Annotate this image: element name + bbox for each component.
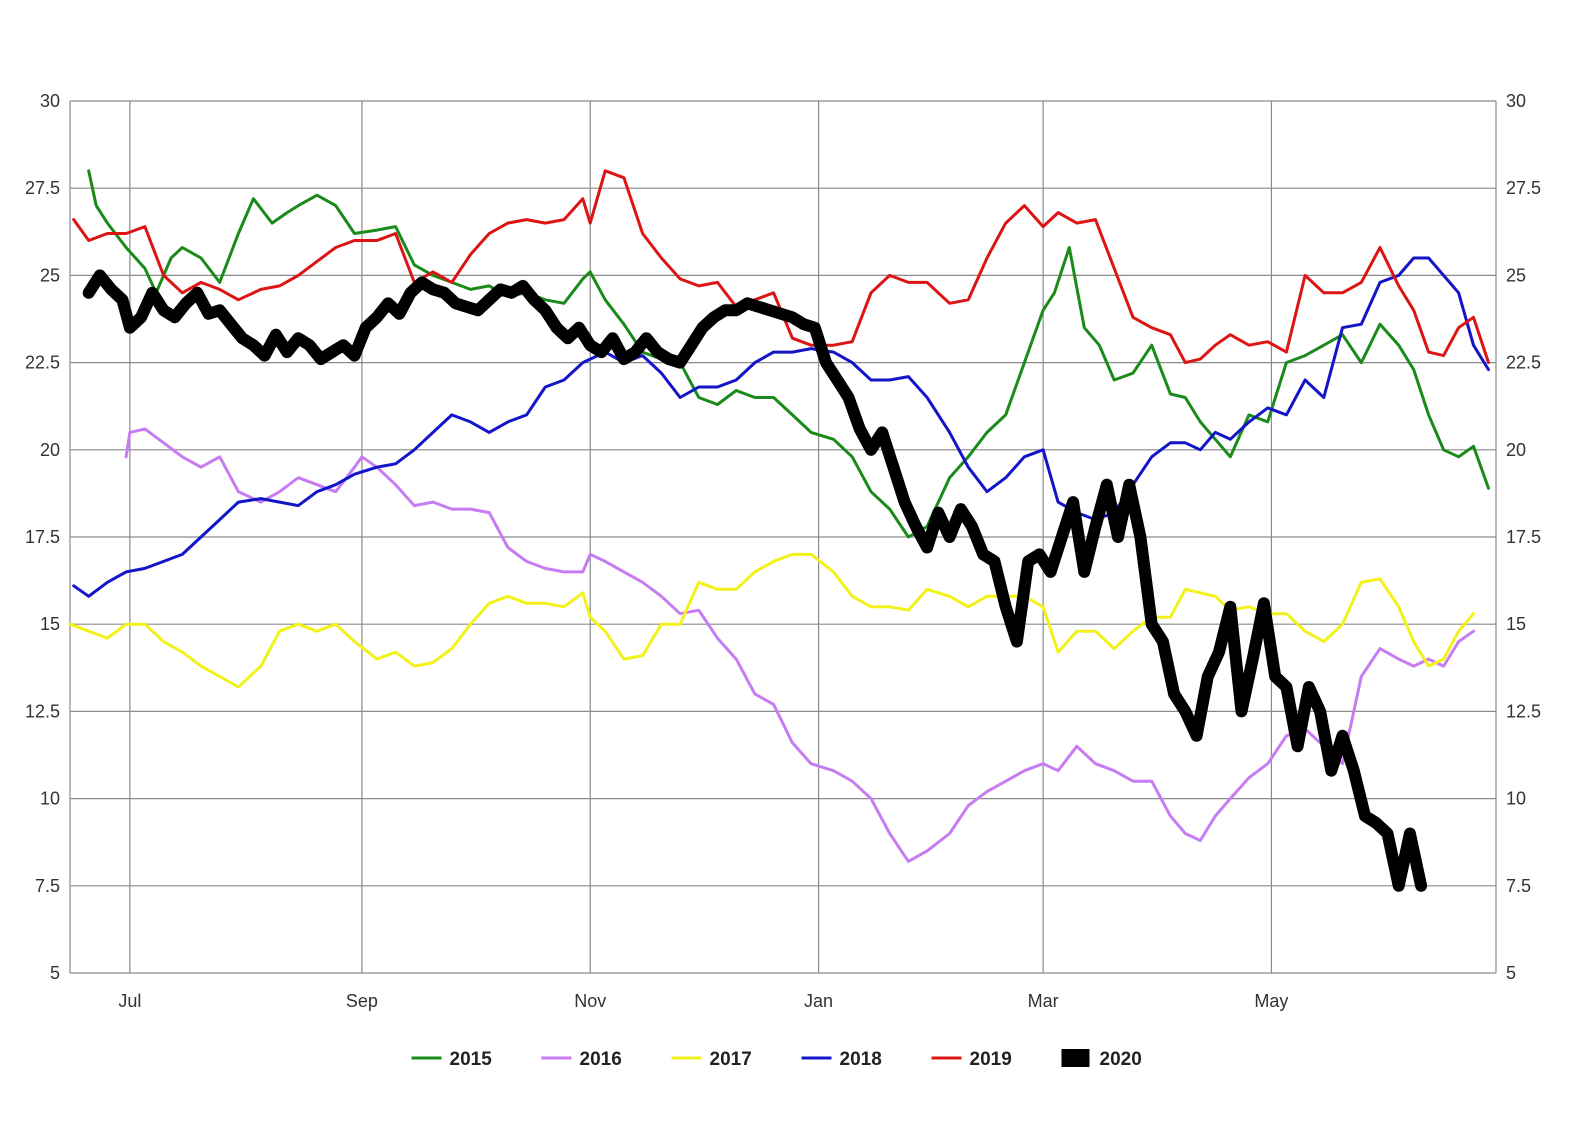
x-tick-label: Jul xyxy=(118,991,141,1011)
y-tick-label-left: 17.5 xyxy=(25,527,60,547)
y-tick-label-left: 15 xyxy=(40,614,60,634)
y-tick-label-right: 27.5 xyxy=(1506,178,1541,198)
y-tick-label-left: 7.5 xyxy=(35,876,60,896)
legend-label-2015: 2015 xyxy=(450,1049,493,1070)
y-tick-label-right: 17.5 xyxy=(1506,527,1541,547)
y-tick-label-right: 20 xyxy=(1506,440,1526,460)
y-tick-label-left: 12.5 xyxy=(25,701,60,721)
y-tick-label-left: 20 xyxy=(40,440,60,460)
axes: 30 30 27.5 27.5 25 25 22.5 22.5 20 20 17.5 17.5 15 15… xyxy=(25,91,1541,1011)
x-tick-label: May xyxy=(1254,991,1288,1011)
legend-label-2017: 2017 xyxy=(710,1049,752,1070)
y-tick-label-right: 22.5 xyxy=(1506,353,1541,373)
x-tick-label: Nov xyxy=(574,991,606,1011)
series-line-2016 xyxy=(124,427,1475,863)
y-tick-label-right: 30 xyxy=(1506,91,1526,111)
y-tick-label-right: 5 xyxy=(1506,963,1516,983)
legend-label-2020: 2020 xyxy=(1100,1049,1142,1070)
x-tick-label: Sep xyxy=(346,991,378,1011)
legend-label-2018: 2018 xyxy=(840,1049,882,1070)
x-tick-label: Mar xyxy=(1028,991,1059,1011)
legend-label-2019: 2019 xyxy=(970,1049,1012,1070)
x-tick-label: Jan xyxy=(804,991,833,1011)
series-lines xyxy=(68,169,1490,892)
y-tick-label-right: 10 xyxy=(1506,789,1526,809)
y-tick-label-left: 27.5 xyxy=(25,178,60,198)
y-tick-label-right: 7.5 xyxy=(1506,876,1531,896)
series-line-2019 xyxy=(72,169,1490,365)
series-line-2015 xyxy=(87,169,1490,539)
legend-label-2016: 2016 xyxy=(580,1049,622,1070)
y-tick-label-left: 22.5 xyxy=(25,353,60,373)
y-tick-label-left: 30 xyxy=(40,91,60,111)
y-tick-label-right: 15 xyxy=(1506,614,1526,634)
y-tick-label-right: 25 xyxy=(1506,265,1526,285)
y-tick-label-left: 10 xyxy=(40,789,60,809)
series-line-2020 xyxy=(82,269,1428,892)
series-line-2018 xyxy=(72,256,1490,598)
grid xyxy=(69,100,1497,974)
y-tick-label-left: 5 xyxy=(50,963,60,983)
legend-swatch-2020 xyxy=(1061,1049,1090,1067)
y-tick-label-right: 12.5 xyxy=(1506,701,1541,721)
series-line-2017 xyxy=(68,552,1475,689)
y-tick-label-left: 25 xyxy=(40,265,60,285)
legend: 2015 2016 2017 2018 2019 2020 xyxy=(411,1049,1142,1070)
